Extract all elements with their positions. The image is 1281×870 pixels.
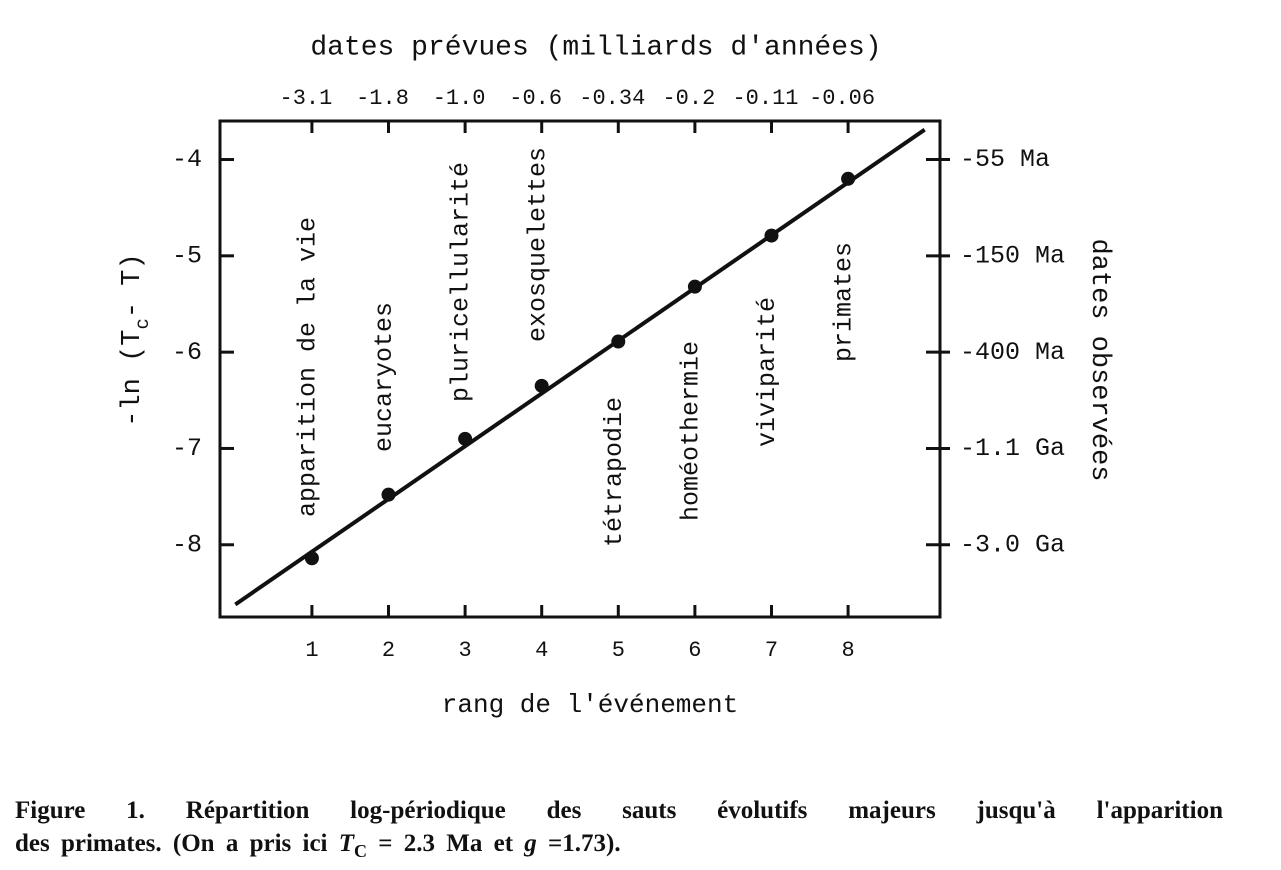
fit-line <box>234 128 926 607</box>
data-point <box>841 171 856 186</box>
y-axis-title: -ln (Tc- T) <box>118 253 154 426</box>
caption-text: des primates. (On a pris ici <box>15 830 339 857</box>
x-tick-label: 5 <box>612 638 625 663</box>
y2-tick-label: -150 Ma <box>960 241 1065 270</box>
y2-tick-label: -3.0 Ga <box>960 530 1065 559</box>
caption-text: =1.73). <box>536 830 621 857</box>
data-point <box>764 228 779 243</box>
annotation: pluricellularité <box>447 162 476 402</box>
chart: dates prévues (milliards d'années) rang … <box>118 32 1114 720</box>
top-tick-label: -0.2 <box>662 86 715 111</box>
annotation: primates <box>830 242 859 362</box>
y-tick-label: -6 <box>172 338 202 367</box>
data-point <box>458 431 473 446</box>
plot-frame <box>218 119 942 619</box>
top-tick-label: -1.8 <box>356 86 409 111</box>
data-point <box>304 551 319 566</box>
annotation: viviparité <box>753 297 782 447</box>
data-point <box>534 378 549 393</box>
top-tick-label: -1.0 <box>433 86 486 111</box>
y-axis-title-part: - T) <box>118 253 148 318</box>
caption-subscript: C <box>354 841 368 861</box>
annotation: apparition de la vie <box>294 217 323 517</box>
caption-line: des primates. (On a pris ici TC = 2.3 Ma… <box>15 830 1223 862</box>
caption-line: Figure 1. Répartition log-périodique des… <box>15 797 1223 824</box>
y-tick-label: -8 <box>172 530 202 559</box>
x-tick-label: 4 <box>535 638 548 663</box>
annotation: exosquelettes <box>523 147 552 342</box>
annotation: tétrapodie <box>600 397 629 547</box>
y2-tick-label: -55 Ma <box>960 145 1050 174</box>
annotation: homéothermie <box>677 341 706 521</box>
top-tick-label: -0.11 <box>732 86 798 111</box>
x-tick-label: 6 <box>688 638 701 663</box>
top-axis-title: dates prévues (milliards d'années) <box>310 32 881 63</box>
y2-tick-label: -1.1 Ga <box>960 434 1065 463</box>
x-tick-label: 1 <box>305 638 318 663</box>
top-tick-label: -0.06 <box>809 86 875 111</box>
y-tick-label: -7 <box>172 434 202 463</box>
y-axis-title-part: -ln (T <box>118 330 148 427</box>
data-point <box>381 487 396 502</box>
top-tick-label: -0.34 <box>579 86 645 111</box>
x-axis-title: rang de l'événement <box>442 690 738 720</box>
caption-symbol: g <box>524 830 537 857</box>
y-tick-label: -4 <box>172 145 202 174</box>
data-point <box>687 279 702 294</box>
annotation: eucaryotes <box>370 302 399 452</box>
x-tick-label: 7 <box>765 638 778 663</box>
y2-axis-title: dates observées <box>1084 238 1114 481</box>
x-tick-label: 2 <box>382 638 395 663</box>
y-axis-title-subscript: c <box>132 318 154 329</box>
caption-text: = 2.3 Ma et <box>367 830 525 857</box>
data-point <box>611 334 626 349</box>
x-tick-label: 3 <box>459 638 472 663</box>
caption-symbol: T <box>338 830 355 857</box>
y-tick-label: -5 <box>172 241 202 270</box>
top-tick-label: -3.1 <box>280 86 333 111</box>
top-tick-label: -0.6 <box>509 86 562 111</box>
x-tick-label: 8 <box>841 638 854 663</box>
y2-tick-label: -400 Ma <box>960 338 1065 367</box>
